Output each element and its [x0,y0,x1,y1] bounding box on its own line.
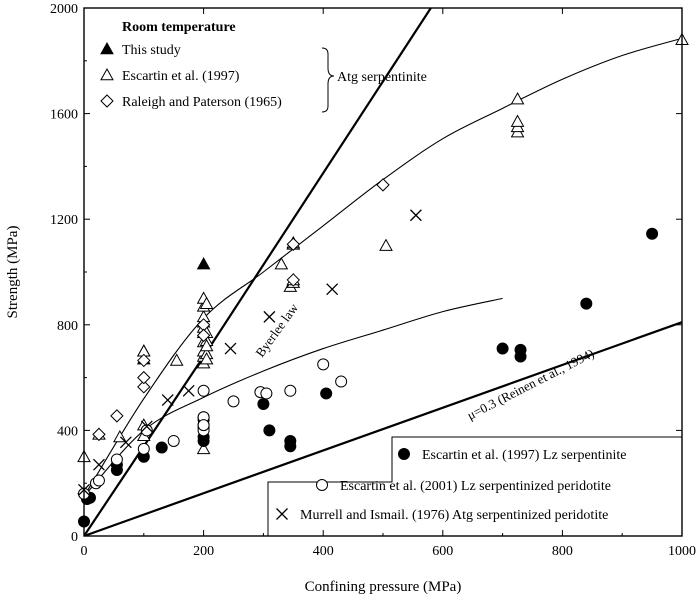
point-open-circle [110,453,123,466]
point-open-circle [137,442,150,455]
point-filled-circle [155,441,168,454]
legend-label: Escartin et al. (1997) Lz serpentinite [422,448,626,463]
point-open-diamond [92,427,106,442]
y-tick-label: 400 [57,424,78,439]
legend-label: Escartin et al. (1997) [122,69,240,84]
legend-title: Room temperature [122,20,236,35]
series-open-diamond [77,178,390,501]
point-open-diamond [286,273,301,287]
point-open-triangle [379,238,393,251]
point-open-circle [260,387,273,400]
point-open-diamond [137,380,151,394]
point-cross [224,342,237,355]
point-open-diamond [286,237,301,251]
point-cross [263,310,276,323]
line-atg-fit [84,37,682,497]
legend-group-label: Atg serpentinite [337,70,427,85]
x-axis-title: Confining pressure (MPa) [305,579,462,595]
point-cross [119,436,132,449]
point-open-diamond [110,409,124,423]
point-filled-circle [514,350,527,363]
point-open-circle [197,419,210,432]
point-open-circle [197,384,210,397]
point-filled-triangle [196,257,211,270]
legend-marker-open-circle [316,479,328,491]
point-open-diamond [137,353,151,368]
point-open-triangle [199,338,214,352]
point-open-circle [284,384,297,397]
point-filled-circle [580,297,593,310]
series-cross [78,209,422,496]
point-cross [161,394,174,406]
point-open-triangle [169,353,184,366]
point-filled-circle [496,342,509,355]
point-filled-circle [263,424,276,437]
point-filled-circle [284,434,297,447]
x-tick-label: 600 [432,544,453,559]
x-tick-label: 200 [193,544,214,559]
point-open-circle [167,434,180,447]
point-cross [182,384,195,397]
legend-lower: Escartin et al. (1997) Lz serpentinite Es… [276,448,626,523]
point-open-circle [140,424,153,437]
point-open-triangle [510,114,525,127]
point-open-triangle [510,92,525,105]
legend-frame-lower [267,436,682,536]
legend-label: Escartin et al. (2001) Lz serpentinized … [340,479,611,494]
line-friction-mu-0-3 [84,321,682,536]
legend-marker-cross [276,508,288,520]
point-cross [409,209,422,222]
point-open-diamond [376,178,390,192]
x-tick-label: 400 [313,544,334,559]
line-lz-fit [84,297,503,497]
legend-marker-filled-triangle [100,41,114,55]
point-open-triangle [196,441,211,455]
series-open-circle [78,358,348,500]
legend-marker-open-triangle [100,67,114,81]
y-tick-label: 1600 [50,108,78,123]
point-cross [326,283,339,296]
legend-upper: This study Escartin et al. (1997) Raleigh … [100,41,282,110]
point-open-diamond [137,370,151,385]
x-tick-label: 0 [81,544,88,559]
point-open-circle [335,375,348,388]
axis-ticks: 0 200 400 600 800 1000 0 400 800 1200 1600 2000 [50,2,696,559]
friction-law-label: μ=0.3 (Reinen et al., 1994) [465,346,597,423]
y-tick-label: 800 [57,319,78,334]
byerlee-law-label: Byerlee law [252,300,301,360]
point-open-circle [227,395,240,408]
y-tick-label: 1200 [50,213,78,228]
legend-marker-filled-circle [398,448,410,460]
point-filled-circle [320,387,333,400]
point-filled-circle [646,227,659,240]
point-cross [140,420,153,433]
legend-marker-open-diamond [100,94,114,108]
x-tick-label: 1000 [668,544,696,559]
point-open-circle [317,358,330,371]
legend-label: This study [122,43,181,58]
x-tick-label: 800 [552,544,573,559]
y-tick-label: 2000 [50,2,78,17]
y-tick-label: 0 [71,530,78,545]
point-open-diamond [196,328,211,343]
point-open-circle [92,474,105,487]
legend-brace [321,47,335,113]
data-markers [77,32,689,528]
point-open-triangle [199,352,214,365]
y-axis-title: Strength (MPa) [5,226,21,319]
point-filled-circle [257,398,270,410]
line-byerlee-law [84,8,432,536]
point-open-triangle [199,296,214,309]
point-cross [92,458,105,471]
legend-label: Murrell and Ismail. (1976) Atg serpentin… [300,508,608,523]
legend-label: Raleigh and Paterson (1965) [122,95,282,110]
point-open-triangle [274,257,289,270]
